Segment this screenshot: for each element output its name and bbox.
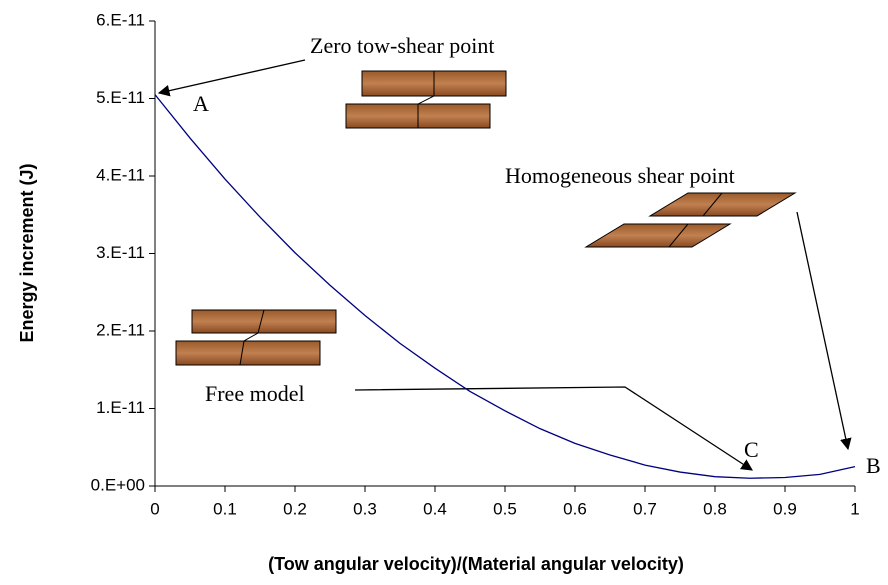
annotation: Homogeneous shear point [505, 163, 735, 188]
x-tick-label: 0.7 [633, 499, 657, 518]
line-series [154, 94, 856, 479]
y-tick-label: 4.E-11 [96, 165, 145, 184]
x-tick-label: 0.1 [213, 499, 237, 518]
annotation-arrows [157, 59, 852, 471]
y-tick-label: 6.E-11 [96, 10, 145, 29]
y-tick-label: 5.E-11 [96, 88, 145, 107]
x-tick-label: 0.3 [353, 499, 377, 518]
point-label: A [193, 91, 209, 116]
x-axis-title: (Tow angular velocity)/(Material angular… [268, 554, 684, 574]
y-tick-label: 1.E-11 [96, 398, 145, 417]
y-tick-label: 3.E-11 [96, 243, 145, 262]
x-tick-label: 0.6 [563, 499, 587, 518]
y-tick-label: 0.E+00 [91, 475, 145, 494]
y-tick-label: 2.E-11 [96, 320, 145, 339]
x-tick-label: 0 [150, 499, 159, 518]
x-tick-label: 0.2 [283, 499, 307, 518]
x-tick-label: 0.5 [493, 499, 517, 518]
y-axis-title: Energy increment (J) [17, 163, 37, 342]
annotation: Free model [205, 381, 305, 406]
point-label: B [866, 453, 881, 478]
x-tick-label: 0.9 [773, 499, 797, 518]
x-tick-label: 0.8 [703, 499, 727, 518]
x-tick-label: 0.4 [423, 499, 447, 518]
illustrations [175, 70, 797, 366]
x-tick-label: 1 [850, 499, 859, 518]
point-label: C [744, 437, 759, 462]
annotation: Zero tow-shear point [310, 33, 495, 58]
